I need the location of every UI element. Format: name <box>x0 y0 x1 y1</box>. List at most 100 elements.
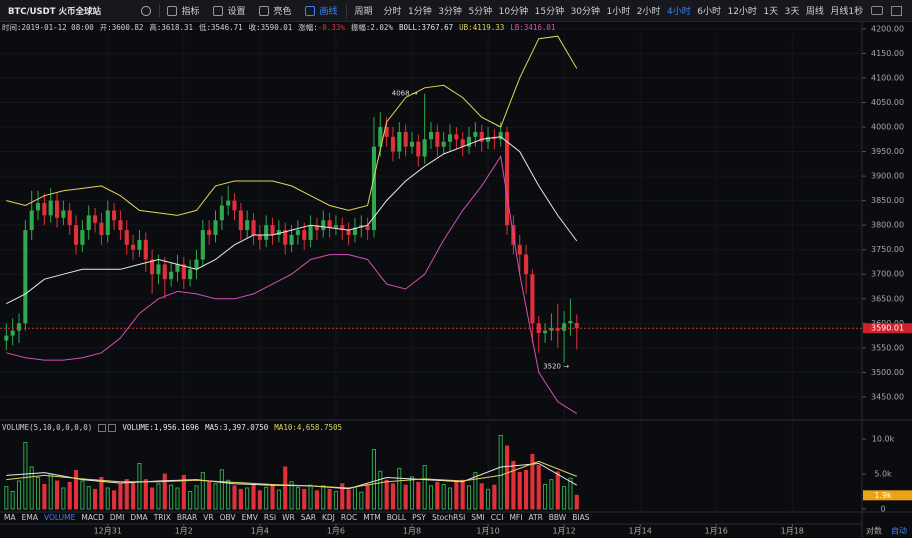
indicator-tab[interactable]: VOLUME <box>43 513 76 522</box>
indicator-tab[interactable]: CCI <box>490 513 504 522</box>
indicator-tab[interactable]: MFI <box>509 513 523 522</box>
volume-bar <box>403 484 408 510</box>
candle-body <box>200 230 205 260</box>
indicator-tab[interactable]: BIAS <box>572 513 590 522</box>
indicator-tab[interactable]: EMA <box>21 513 38 522</box>
close-box[interactable] <box>108 423 117 432</box>
candle-body <box>99 222 104 235</box>
volume-bar <box>340 483 345 510</box>
period-tab[interactable]: 5分钟 <box>468 7 493 17</box>
candle-body <box>447 134 453 142</box>
scale-mode[interactable]: 对数 <box>866 526 882 536</box>
candle-body <box>314 225 319 231</box>
volume-bar <box>473 472 478 510</box>
candle-body <box>479 131 484 142</box>
tool[interactable]: 设置 <box>213 4 245 17</box>
volume-bar <box>86 486 91 510</box>
auto-scale[interactable]: 自动 <box>891 526 907 536</box>
period-tab[interactable]: 1分钟 <box>407 7 432 17</box>
indicator-tab[interactable]: BRAR <box>176 513 198 522</box>
indicator-tab[interactable]: ROC <box>340 513 358 522</box>
indicator-tab[interactable]: DMA <box>130 513 148 522</box>
volume-bar <box>428 485 434 510</box>
tool[interactable]: 指标 <box>167 4 199 17</box>
indicator-tab[interactable]: StochRSI <box>431 513 466 522</box>
volume-bar <box>422 465 427 510</box>
indicator-tab[interactable]: KDJ <box>321 513 335 522</box>
candle-body <box>384 127 389 137</box>
indicator-tab[interactable]: MTM <box>363 513 381 522</box>
period-tab[interactable]: 3天 <box>784 7 800 17</box>
volume-last-label: 1.9k <box>874 491 892 500</box>
camera-icon[interactable] <box>871 6 883 15</box>
candle-body <box>169 271 174 280</box>
volume-bar <box>143 479 148 510</box>
tools: 指标 设置 亮色 画线 <box>167 4 338 17</box>
info-item: -0.33% <box>317 23 345 32</box>
x-tick-label: 1月12 <box>552 527 575 536</box>
tool[interactable]: 亮色 <box>259 4 291 17</box>
candle-body <box>321 220 326 231</box>
candle-body <box>333 225 338 228</box>
volume-bar <box>175 487 180 510</box>
search-icon[interactable] <box>140 5 151 16</box>
period-tab[interactable]: 6小时 <box>697 7 721 17</box>
volume-bar <box>80 480 85 510</box>
period-tab[interactable]: 10分钟 <box>498 7 529 17</box>
indicator-tab[interactable]: ATR <box>528 513 543 522</box>
x-tick-label: 12月31 <box>94 527 122 536</box>
indicator-tab[interactable]: SMI <box>471 513 485 522</box>
indicator-tab[interactable]: DMI <box>109 513 125 522</box>
period-tab[interactable]: 3分钟 <box>438 7 462 17</box>
period-tab[interactable]: 2小时 <box>636 7 661 17</box>
volume-bar <box>257 490 262 510</box>
indicator-tab[interactable]: MACD <box>81 513 104 522</box>
volume-bar <box>169 484 174 510</box>
x-tick-label: 1月16 <box>705 527 728 536</box>
refresh-rate[interactable]: 1秒 <box>848 7 864 17</box>
candle-body <box>264 225 269 240</box>
volume-bar <box>549 479 554 510</box>
volume-bar <box>54 480 60 510</box>
indicator-tab[interactable]: VR <box>203 513 214 522</box>
tool[interactable]: 画线 <box>305 4 338 17</box>
period-tab[interactable]: 1小时 <box>606 7 631 17</box>
candle-body <box>23 230 28 324</box>
period-tab[interactable]: 分时 <box>383 7 402 17</box>
info-item: 振幅:2.02% <box>350 23 393 32</box>
candle-body <box>466 136 472 147</box>
indicator-tab[interactable]: RSI <box>263 513 277 522</box>
candle-body <box>188 269 193 280</box>
period-tab[interactable]: 4小时 <box>667 7 691 17</box>
settings-box[interactable] <box>98 423 107 432</box>
indicator-tab[interactable]: BBW <box>548 513 567 522</box>
candle-body <box>105 210 110 235</box>
volume-bar <box>23 442 28 510</box>
period-tab[interactable]: 月线 <box>830 7 849 17</box>
period-tab[interactable]: 30分钟 <box>570 7 601 17</box>
candle-body <box>549 328 554 331</box>
candle-body <box>48 200 53 216</box>
indicator-tab[interactable]: OBV <box>219 513 236 522</box>
volume-bar <box>264 486 269 510</box>
indicator-tab[interactable]: PSY <box>412 513 426 522</box>
volume-bar <box>498 435 503 510</box>
indicator-tab[interactable]: SAR <box>300 513 316 522</box>
candle-body <box>175 264 180 272</box>
period-tab[interactable]: 周线 <box>805 7 824 17</box>
fullscreen-icon[interactable] <box>890 5 902 16</box>
volume-bar <box>308 484 313 510</box>
volume-bar <box>194 485 199 510</box>
indicator-tab[interactable]: BOLL <box>386 513 407 522</box>
period-tab[interactable]: 15分钟 <box>534 7 565 17</box>
period-tab[interactable]: 12小时 <box>727 7 757 17</box>
indicator-tab[interactable]: WR <box>282 513 295 522</box>
candle-body <box>245 220 250 231</box>
volume-bar <box>441 484 446 510</box>
volume-bar <box>543 484 548 510</box>
indicator-tab[interactable]: EMV <box>241 513 258 522</box>
indicator-tab[interactable]: TRIX <box>153 513 171 522</box>
period-tab[interactable]: 1天 <box>763 7 779 17</box>
symbol-title[interactable]: BTC/USDT 火币全球站 <box>8 6 101 17</box>
indicator-tab[interactable]: MA <box>4 513 16 522</box>
